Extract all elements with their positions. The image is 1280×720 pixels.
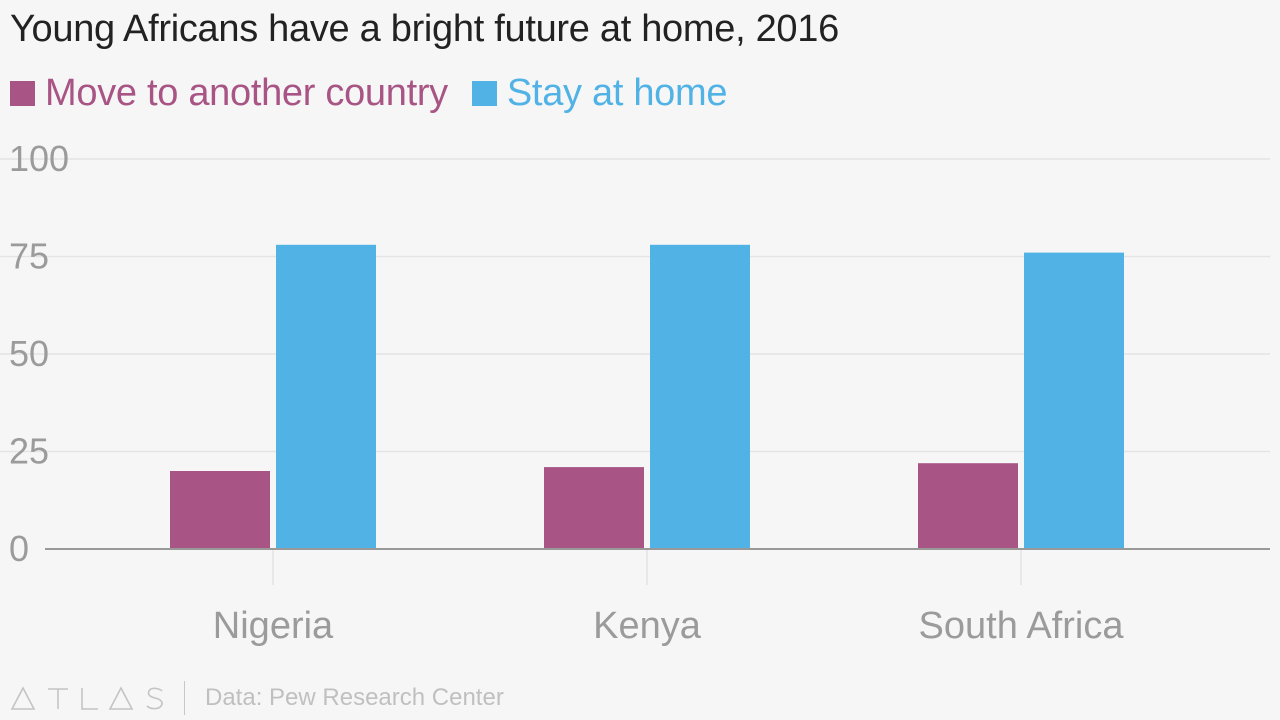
legend-swatch-stay	[471, 81, 497, 106]
bar-nigeria-stay	[276, 244, 376, 550]
bar-kenya-stay	[650, 244, 750, 550]
bar-south-africa-stay	[1024, 252, 1124, 549]
legend-item-stay: Stay at home	[471, 72, 728, 115]
footer-divider	[184, 681, 185, 715]
chart-title: Young Africans have a bright future at h…	[10, 8, 839, 50]
legend-label-move: Move to another country	[45, 72, 448, 114]
y-axis-tick-labels: 0 25 50 75 100	[9, 138, 69, 569]
legend: Move to another country Stay at home	[10, 72, 751, 115]
atlas-logo-icon	[10, 685, 166, 711]
bar-south-africa-move	[918, 463, 1018, 549]
bar-kenya-move	[544, 467, 644, 549]
x-axis-tick-labels: Nigeria Kenya South Africa	[213, 605, 1125, 647]
y-tick-label-50: 50	[9, 333, 49, 374]
x-tick-label-south-africa: South Africa	[919, 605, 1125, 647]
legend-swatch-move	[10, 81, 35, 106]
x-tick-label-nigeria: Nigeria	[213, 605, 334, 647]
legend-label-stay: Stay at home	[506, 72, 728, 114]
legend-item-move: Move to another country	[10, 72, 448, 115]
y-tick-label-75: 75	[9, 236, 49, 277]
y-tick-label-25: 25	[9, 431, 49, 472]
bars	[170, 244, 1124, 550]
footer: Data: Pew Research Center	[10, 678, 504, 718]
x-tick-label-kenya: Kenya	[593, 605, 702, 647]
y-tick-label-0: 0	[9, 528, 29, 569]
x-axis	[45, 548, 1270, 585]
footer-source: Data: Pew Research Center	[205, 684, 504, 711]
y-tick-label-100: 100	[9, 138, 69, 179]
bar-nigeria-move	[170, 471, 270, 549]
